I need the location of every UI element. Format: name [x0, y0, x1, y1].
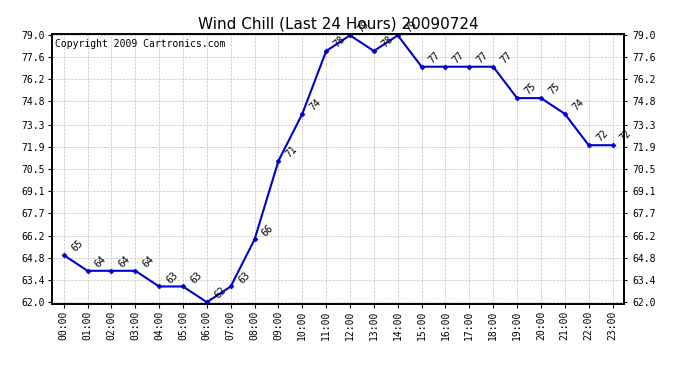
- Text: 75: 75: [522, 81, 538, 97]
- Title: Wind Chill (Last 24 Hours) 20090724: Wind Chill (Last 24 Hours) 20090724: [198, 16, 478, 31]
- Text: 63: 63: [236, 270, 252, 285]
- Text: 62: 62: [213, 285, 228, 301]
- Text: 63: 63: [165, 270, 180, 285]
- Text: 66: 66: [260, 223, 275, 238]
- Text: 78: 78: [332, 34, 347, 50]
- Text: 79: 79: [355, 18, 371, 34]
- Text: 77: 77: [451, 50, 466, 65]
- Text: 71: 71: [284, 144, 299, 159]
- Text: 77: 77: [499, 50, 514, 65]
- Text: 74: 74: [571, 97, 586, 112]
- Text: 65: 65: [69, 238, 85, 254]
- Text: 79: 79: [404, 18, 419, 34]
- Text: 78: 78: [380, 34, 395, 50]
- Text: 74: 74: [308, 97, 323, 112]
- Text: 72: 72: [618, 128, 633, 144]
- Text: 64: 64: [141, 254, 156, 269]
- Text: 64: 64: [117, 254, 132, 269]
- Text: 72: 72: [594, 128, 609, 144]
- Text: 75: 75: [546, 81, 562, 97]
- Text: 77: 77: [427, 50, 442, 65]
- Text: 64: 64: [93, 254, 108, 269]
- Text: Copyright 2009 Cartronics.com: Copyright 2009 Cartronics.com: [55, 39, 225, 49]
- Text: 63: 63: [188, 270, 204, 285]
- Text: 77: 77: [475, 50, 491, 65]
